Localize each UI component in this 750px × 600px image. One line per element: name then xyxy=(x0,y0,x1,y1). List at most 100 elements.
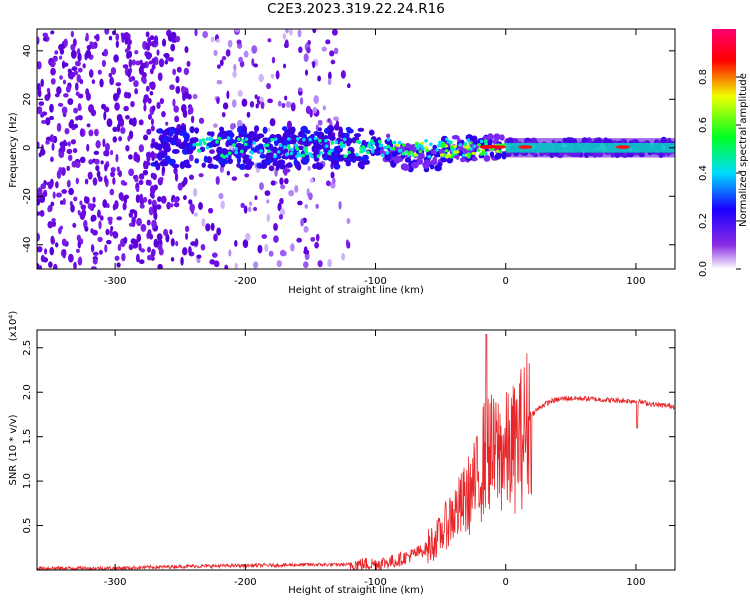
heatmap-cell xyxy=(161,130,167,136)
heatmap-cell xyxy=(286,162,293,167)
heatmap-cell xyxy=(139,198,145,205)
chart-title: C2E3.2023.319.22.24.R16 xyxy=(267,1,445,17)
heatmap-cell xyxy=(92,177,98,186)
heatmap-cell xyxy=(312,29,317,34)
heatmap-cell xyxy=(246,111,251,118)
heatmap-cell xyxy=(128,58,133,68)
heatmap-cell xyxy=(321,46,327,52)
heatmap-cell xyxy=(441,144,446,149)
heatmap-cell xyxy=(147,246,152,253)
heatmap-cell xyxy=(305,69,309,76)
heatmap-cell xyxy=(105,228,110,236)
heatmap-cell xyxy=(73,196,78,202)
heatmap-cell xyxy=(353,133,362,138)
heatmap-cell xyxy=(240,202,245,209)
heatmap-cell xyxy=(160,141,168,149)
heatmap-cell xyxy=(184,46,189,54)
y-tick-label: 1.5 xyxy=(22,429,33,445)
heatmap-cell xyxy=(134,239,139,248)
heatmap-cell xyxy=(161,166,166,174)
heatmap-cell xyxy=(203,155,208,163)
heatmap-cell xyxy=(153,35,159,44)
heatmap-cell xyxy=(274,137,278,141)
heatmap-cell xyxy=(138,243,142,251)
heatmap-cell xyxy=(88,129,94,137)
heatmap-cell xyxy=(116,166,120,172)
heatmap-cell xyxy=(112,126,118,133)
heatmap-cell xyxy=(50,67,56,76)
heatmap-cell xyxy=(147,113,152,120)
heatmap-cell xyxy=(477,143,482,147)
heatmap-cell xyxy=(315,149,321,156)
heatmap-cell xyxy=(78,256,83,265)
heatmap-cell xyxy=(458,143,463,147)
heatmap-cell xyxy=(121,33,125,43)
heatmap-cell xyxy=(73,70,79,76)
heatmap-cell xyxy=(228,249,232,257)
heatmap-cell xyxy=(175,127,180,136)
y-tick-label: -40 xyxy=(22,237,33,253)
heatmap-cell xyxy=(285,29,289,34)
heatmap-cell xyxy=(205,223,211,232)
heatmap-cell xyxy=(297,145,304,151)
heatmap-cell xyxy=(298,46,303,54)
heatmap-cell xyxy=(218,126,225,132)
heatmap-cell xyxy=(327,155,332,161)
heatmap-cell xyxy=(343,137,347,142)
heatmap-cell xyxy=(267,136,272,143)
heatmap-cell xyxy=(266,149,271,154)
heatmap-cell xyxy=(92,258,98,265)
heatmap-cell xyxy=(144,160,149,167)
spectrogram-frame xyxy=(36,28,676,270)
heatmap-cell xyxy=(99,249,103,255)
heatmap-cell xyxy=(230,123,235,131)
heatmap-cell xyxy=(314,241,319,249)
heatmap-cell xyxy=(173,202,180,208)
heatmap-cell xyxy=(55,181,59,189)
heatmap-cell xyxy=(147,97,152,104)
heatmap-cell xyxy=(146,219,151,226)
heatmap-cell xyxy=(182,93,186,102)
heatmap-cell xyxy=(110,67,117,75)
heatmap-cell xyxy=(309,108,313,118)
heatmap-cell xyxy=(355,156,361,161)
colorbar-tick-label: 0.6 xyxy=(698,117,709,133)
y-tick-label: 20 xyxy=(22,93,33,106)
heatmap-cell xyxy=(400,163,409,171)
heatmap-cell xyxy=(101,59,107,68)
heatmap-cell xyxy=(416,146,420,151)
heatmap-cell xyxy=(93,150,100,155)
heatmap-cell xyxy=(70,49,77,59)
heatmap-cell xyxy=(177,182,183,191)
heatmap-cell xyxy=(168,57,174,62)
heatmap-cell xyxy=(313,95,319,104)
heatmap-cell xyxy=(73,261,77,269)
heatmap-cell xyxy=(96,170,101,179)
heatmap-cell xyxy=(52,191,56,199)
heatmap-cell xyxy=(127,44,131,51)
heatmap-cell xyxy=(210,36,215,43)
heatmap-cell xyxy=(401,151,406,156)
heatmap-cell xyxy=(471,135,478,142)
heatmap-cell xyxy=(461,153,466,158)
heatmap-cell xyxy=(150,118,154,126)
heatmap-cell xyxy=(62,79,67,85)
heatmap-cell xyxy=(279,249,286,257)
heatmap-cell xyxy=(41,119,46,124)
heatmap-cell xyxy=(77,115,81,120)
heatmap-cell xyxy=(188,154,194,162)
heatmap-cell xyxy=(90,109,97,117)
heatmap-cell xyxy=(259,153,267,159)
heatmap-cell xyxy=(424,138,428,143)
heatmap-cell xyxy=(273,154,277,159)
heatmap-cell xyxy=(215,176,220,185)
heatmap-cell xyxy=(254,125,260,132)
heatmap-cell xyxy=(170,257,175,262)
heatmap-cell xyxy=(366,150,370,155)
heatmap-cell xyxy=(445,137,449,142)
heatmap-cell xyxy=(249,150,253,154)
heatmap-cell xyxy=(108,72,112,78)
heatmap-cell xyxy=(325,180,331,187)
heatmap-cell xyxy=(134,50,139,55)
